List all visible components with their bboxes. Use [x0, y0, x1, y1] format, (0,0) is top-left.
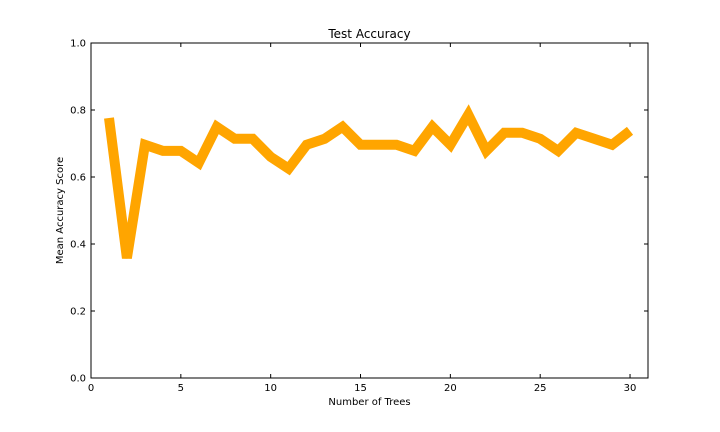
y-tick-label: 0.8 — [70, 106, 86, 117]
y-tick-label: 0.6 — [70, 173, 86, 184]
x-tick-label: 20 — [444, 383, 457, 394]
x-tick-label: 5 — [178, 383, 184, 394]
y-axis-ticks: 0.0 0.2 0.4 0.6 0.8 1.0 — [70, 39, 648, 385]
x-tick-label: 30 — [624, 383, 637, 394]
x-tick-label: 10 — [264, 383, 277, 394]
x-tick-label: 25 — [534, 383, 547, 394]
plot-background — [91, 43, 648, 378]
plot-frame — [90, 42, 649, 379]
x-axis-ticks: 0 5 10 15 20 25 30 — [88, 43, 637, 394]
x-tick-label: 15 — [354, 383, 367, 394]
y-tick-label: 0.0 — [70, 374, 86, 385]
y-tick-label: 0.4 — [70, 240, 86, 251]
y-tick-label: 1.0 — [70, 39, 86, 50]
series-layer — [104, 104, 634, 259]
series-line-0 — [104, 104, 634, 259]
chart-title: Test Accuracy — [327, 27, 410, 41]
y-axis-label: Mean Accuracy Score — [55, 157, 66, 264]
x-tick-label: 0 — [88, 383, 94, 394]
y-tick-label: 0.2 — [70, 307, 86, 318]
x-axis-label: Number of Trees — [328, 397, 410, 408]
